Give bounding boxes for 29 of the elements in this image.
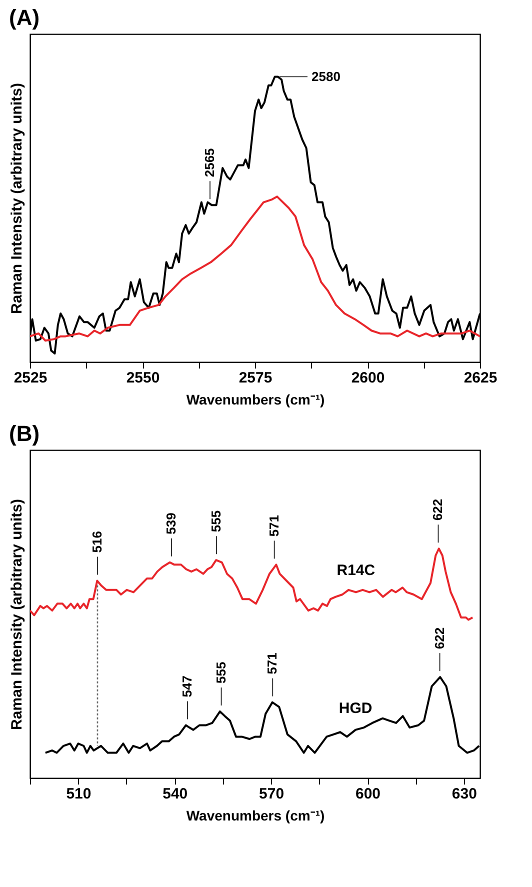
x-axis-title: Wavenumbers (cm⁻¹) (186, 808, 325, 824)
annotation: 555 (208, 510, 224, 532)
x-tick-label: 2625 (464, 370, 498, 386)
x-tick-label: 2525 (14, 370, 48, 386)
y-axis-title: Raman Intensity (arbitrary units) (8, 499, 26, 730)
chart-title: (A) (9, 5, 40, 30)
annotation: 555 (213, 662, 228, 684)
annotation: 2565 (202, 148, 217, 178)
annotation: 622 (432, 627, 447, 650)
x-tick-label: 2575 (238, 370, 272, 386)
series-label: HGD (338, 700, 372, 717)
annotation: 571 (264, 652, 280, 674)
annotation: 622 (430, 498, 446, 521)
x-tick-label: 510 (66, 786, 92, 802)
annotation: 2580 (312, 68, 340, 84)
annotation: 571 (266, 514, 282, 537)
x-tick-label: 570 (259, 786, 284, 802)
x-tick-label: 540 (162, 786, 188, 802)
x-tick-label: 630 (452, 786, 477, 802)
series-label: R14C (336, 562, 376, 580)
x-tick-label: 600 (355, 786, 381, 802)
x-tick-label: 2550 (126, 370, 160, 386)
y-axis-title: Raman Intensity (arbitrary units) (8, 83, 26, 314)
x-axis-title: Wavenumbers (cm⁻¹) (186, 392, 325, 408)
x-tick-label: 2600 (351, 370, 385, 386)
annotation: 539 (163, 512, 178, 534)
annotation: 547 (180, 676, 194, 698)
annotation: 516 (90, 531, 104, 553)
chart-title: (B) (9, 421, 40, 446)
